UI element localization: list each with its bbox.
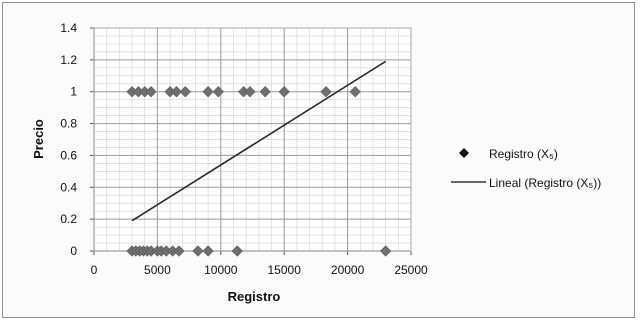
y-tick-label: 1.2 [60,53,77,67]
series-layer [126,60,392,257]
legend-diamond-icon [459,148,469,158]
scatter-point [170,86,183,98]
scatter-point [278,86,290,98]
legend-label-trendline: Lineal (Registro (X₅)) [489,176,601,190]
scatter-point [259,86,271,98]
x-tick-label: 10000 [204,263,238,277]
y-tick-label: 1.4 [60,21,77,35]
x-axis-title: Registro [228,289,281,304]
x-tick-label: 0 [91,263,98,277]
scatter-point [179,86,191,98]
legend-label-markers: Registro (X₅) [489,147,558,161]
scatter-point [192,245,204,257]
scatter-point [244,86,256,98]
scatter-point [380,245,392,257]
scatter-point [212,86,224,98]
y-tick-label: 1 [70,85,77,99]
y-tick-label: 0.6 [60,148,77,162]
y-tick-label: 0.4 [60,180,77,194]
x-tick-label: 25000 [394,263,428,277]
y-tick-label: 0.8 [60,117,77,131]
legend: Registro (X₅) Lineal (Registro (X₅)) [451,147,601,190]
scatter-point [202,86,214,98]
scatter-point [320,86,332,98]
x-tick-label: 15000 [268,263,302,277]
tick-labels: 0 5000 10000 15000 20000 25000 0 0.2 0.4 0.6 0.8 1 1… [60,21,428,277]
y-axis-title: Precio [31,119,46,159]
plot-border [93,27,412,252]
x-tick-label: 5000 [144,263,171,277]
x-tick-label: 20000 [331,263,365,277]
scatter-point [145,86,157,98]
scatter-point [231,245,243,257]
scatter-point [349,86,361,98]
y-tick-label: 0.2 [60,212,77,226]
scatter-point [173,245,185,257]
scatter-point [202,245,214,257]
y-tick-label: 0 [70,244,77,258]
trendline [131,60,387,222]
